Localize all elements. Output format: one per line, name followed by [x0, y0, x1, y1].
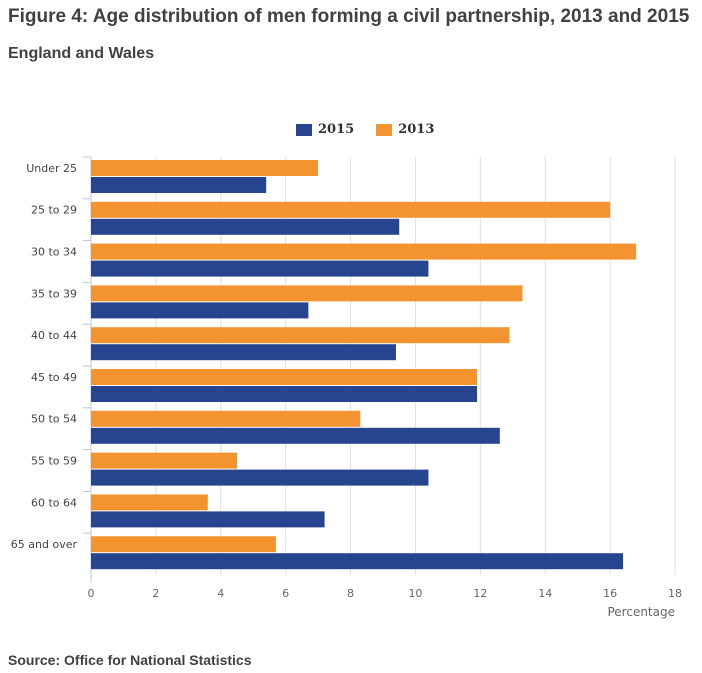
bar-2013-55-to-59	[91, 452, 237, 469]
x-tick-label: 4	[217, 587, 224, 600]
y-tick-label: 45 to 49	[31, 371, 77, 384]
bar-2013-60-to-64	[91, 494, 208, 511]
legend: 2015 2013	[296, 122, 434, 137]
bar-2013-65-and-over	[91, 536, 276, 553]
y-tick-label: 55 to 59	[31, 455, 77, 468]
x-tick-label: 6	[282, 587, 289, 600]
bar-2013-50-to-54	[91, 410, 361, 427]
y-tick-label: 60 to 64	[31, 496, 77, 509]
x-tick-label: 8	[347, 587, 354, 600]
x-tick-label: 12	[473, 587, 487, 600]
y-tick-label: 65 and over	[11, 538, 78, 551]
x-tick-label: 14	[538, 587, 552, 600]
y-tick-label: 50 to 54	[31, 413, 77, 426]
bar-2013-30-to-34	[91, 243, 637, 260]
bar-2013-under-25	[91, 160, 319, 176]
y-tick-label: 40 to 44	[31, 329, 77, 342]
x-tick-label: 10	[408, 587, 422, 600]
bar-2015-under-25	[91, 177, 267, 193]
y-tick-label: Under 25	[26, 162, 77, 175]
bar-2015-45-to-49	[91, 386, 478, 402]
source-note: Source: Office for National Statistics	[8, 652, 252, 668]
bar-2013-40-to-44	[91, 327, 510, 344]
bar-2015-25-to-29	[91, 218, 400, 235]
chart-title: Figure 4: Age distribution of men formin…	[8, 6, 690, 27]
legend-swatch-2013	[376, 123, 393, 136]
x-tick-label: 18	[668, 587, 682, 600]
legend-item-2015[interactable]: 2015	[296, 122, 354, 137]
x-axis-label: Percentage	[607, 605, 675, 619]
bar-2015-60-to-64	[91, 511, 325, 528]
x-tick-label: 0	[88, 587, 95, 600]
bar-2015-50-to-54	[91, 427, 500, 444]
bar-2015-30-to-34	[91, 260, 429, 277]
legend-swatch-2015	[296, 123, 312, 136]
x-tick-label: 16	[603, 587, 617, 600]
bar-2015-40-to-44	[91, 344, 396, 361]
chart-header: Figure 4: Age distribution of men formin…	[8, 4, 694, 64]
bar-2015-55-to-59	[91, 469, 429, 486]
bar-2013-45-to-49	[91, 369, 478, 385]
bar-2013-35-to-39	[91, 285, 523, 302]
legend-item-2013[interactable]: 2013	[376, 122, 434, 137]
x-tick-label: 2	[152, 587, 159, 600]
y-tick-label: 35 to 39	[31, 287, 77, 300]
y-tick-label: 25 to 29	[31, 204, 77, 217]
bar-2013-25-to-29	[91, 201, 611, 218]
y-tick-label: 30 to 34	[31, 246, 77, 259]
bar-2015-65-and-over	[91, 553, 624, 570]
chart-subtitle: England and Wales	[8, 45, 155, 62]
legend-label-2015: 2015	[318, 122, 355, 137]
legend-label-2013: 2013	[398, 122, 435, 137]
bar-2015-35-to-39	[91, 302, 309, 319]
bar-chart: 0 2 4 6 8 10 12 14 16 18 Under 25 25 to 29 30 to 34 3…	[11, 156, 682, 619]
